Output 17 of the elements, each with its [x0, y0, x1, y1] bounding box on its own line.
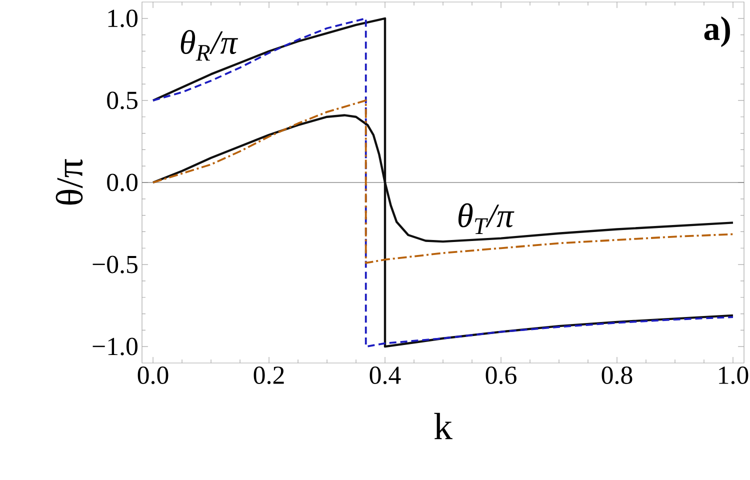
annotation: a) [704, 16, 730, 48]
x-tick-label: 0.0 [138, 366, 168, 384]
y-tick-label: 0.5 [107, 92, 138, 110]
x-tick-label: 1.0 [719, 366, 748, 384]
x-tick-label: 0.2 [254, 366, 284, 384]
y-tick-label: −1.0 [92, 338, 138, 356]
y-tick-label: 0.0 [107, 174, 138, 192]
y-tick-label: −0.5 [92, 256, 138, 274]
x-axis-title: k [434, 412, 452, 440]
line-series [152, 100, 734, 264]
x-tick-label: 0.8 [602, 366, 632, 384]
annotation: θ$_{R}$/π [180, 30, 238, 61]
y-axis-title: θ/π [56, 159, 83, 205]
x-tick-label: 0.4 [370, 366, 401, 384]
x-tick-label: 0.6 [486, 366, 516, 384]
annotation: θ$_{T}$/π [458, 203, 514, 234]
y-tick-label: 1.0 [108, 10, 138, 28]
